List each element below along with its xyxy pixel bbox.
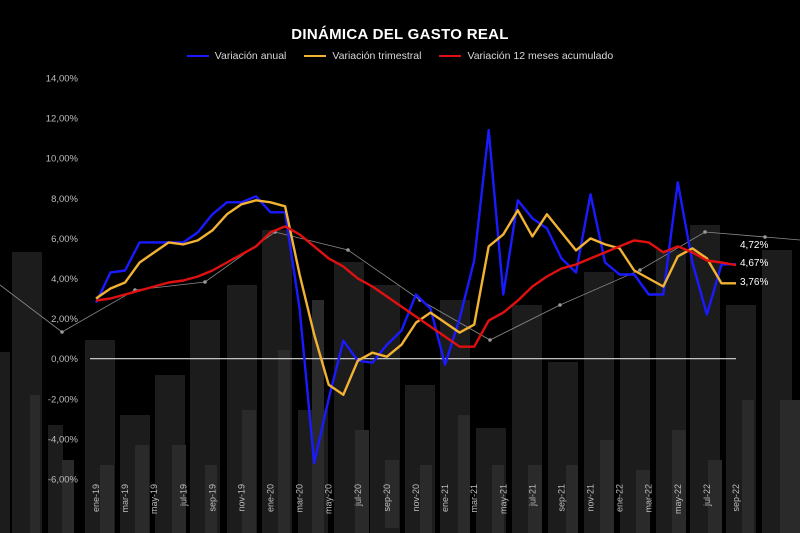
x-tick-label: jul-19 — [178, 484, 188, 507]
x-tick-label: may-19 — [149, 484, 159, 514]
x-tick-label: jul-21 — [527, 484, 537, 507]
x-tick-label: jul-22 — [702, 484, 712, 507]
y-tick-label: 12,00% — [46, 114, 79, 125]
y-tick-label: 8,00% — [51, 194, 78, 205]
background-bar — [528, 465, 542, 533]
x-tick-label: sep-21 — [556, 484, 566, 512]
series-line-0 — [94, 128, 737, 465]
legend-item-acumulado: Variación 12 meses acumulado — [439, 50, 613, 62]
legend-label-acumulado: Variación 12 meses acumulado — [467, 50, 614, 62]
background-bar — [135, 445, 149, 533]
x-tick-label: may-22 — [673, 484, 683, 514]
background-trend-point — [203, 280, 207, 284]
background-bar — [708, 460, 722, 533]
background-bar — [62, 460, 74, 533]
y-tick-label: 10,00% — [46, 154, 79, 165]
x-tick-label: nov-19 — [236, 484, 246, 512]
x-tick-label: may-21 — [498, 484, 508, 514]
series-line-1 — [95, 199, 736, 396]
end-value-label: 4,72% — [740, 240, 768, 251]
background-bar — [48, 425, 63, 533]
legend-item-trimestral: Variación trimestral — [304, 50, 421, 62]
background-trend-point — [346, 248, 350, 252]
y-tick-label: 4,00% — [51, 274, 78, 285]
end-value-label: 3,76% — [740, 277, 768, 288]
background-bar — [600, 440, 614, 533]
x-tick-label: nov-21 — [586, 484, 596, 512]
background-bar — [566, 465, 578, 533]
background-trend-point — [558, 303, 562, 307]
series-line-2 — [95, 225, 737, 348]
background-bar — [242, 410, 256, 533]
x-tick-label: ene-22 — [615, 484, 625, 512]
background-bar — [458, 415, 470, 533]
x-tick-label: mar-19 — [120, 484, 130, 513]
background-bar — [278, 350, 290, 533]
x-tick-label: sep-19 — [207, 484, 217, 512]
background-bar — [385, 460, 399, 528]
x-tick-label: mar-20 — [295, 484, 305, 513]
y-tick-label: 0,00% — [51, 354, 78, 365]
y-tick-label: -4,00% — [48, 434, 79, 445]
background-trend-point — [638, 268, 642, 272]
x-tick-label: may-20 — [324, 484, 334, 514]
legend-swatch-trimestral — [304, 55, 327, 57]
y-tick-label: 6,00% — [51, 234, 78, 245]
y-tick-label: 2,00% — [51, 314, 78, 325]
background-bar — [492, 465, 504, 533]
legend-label-anual: Variación anual — [214, 50, 287, 62]
background-bar — [355, 430, 369, 533]
x-tick-label: jul-20 — [353, 484, 363, 507]
chart-title: DINÁMICA DEL GASTO REAL — [291, 26, 509, 43]
y-tick-label: -6,00% — [48, 475, 79, 486]
background-bar — [420, 465, 432, 533]
legend-swatch-acumulado — [439, 55, 462, 57]
background-trend-point — [703, 230, 707, 234]
x-tick-label: sep-20 — [382, 484, 392, 512]
legend-item-anual: Variación anual — [186, 50, 287, 62]
x-tick-label: mar-22 — [644, 484, 654, 513]
x-tick-label: ene-21 — [440, 484, 450, 512]
background-bar — [205, 465, 217, 533]
background-trend-point — [60, 330, 64, 334]
legend-label-trimestral: Variación trimestral — [332, 50, 422, 62]
background-trend-point — [488, 338, 492, 342]
background-bar — [672, 430, 686, 533]
x-tick-label: nov-20 — [411, 484, 421, 512]
x-tick-label: mar-21 — [469, 484, 479, 513]
background-bar — [636, 470, 650, 533]
legend-swatch-anual — [186, 55, 209, 57]
y-tick-label: -2,00% — [48, 394, 79, 405]
background-trend-point — [763, 235, 767, 239]
background-bar — [780, 400, 800, 533]
legend: Variación anual Variación trimestral Var… — [0, 50, 800, 62]
background-bar — [30, 395, 40, 533]
y-tick-label: 14,00% — [46, 74, 79, 85]
x-tick-label: ene-19 — [91, 484, 101, 512]
end-value-label: 4,67% — [740, 258, 768, 269]
background-bar — [742, 400, 754, 533]
background-bar — [172, 445, 186, 533]
x-tick-label: ene-20 — [266, 484, 276, 512]
x-tick-label: sep-22 — [731, 484, 741, 512]
background-bar — [100, 465, 114, 533]
background-bar — [0, 352, 10, 533]
